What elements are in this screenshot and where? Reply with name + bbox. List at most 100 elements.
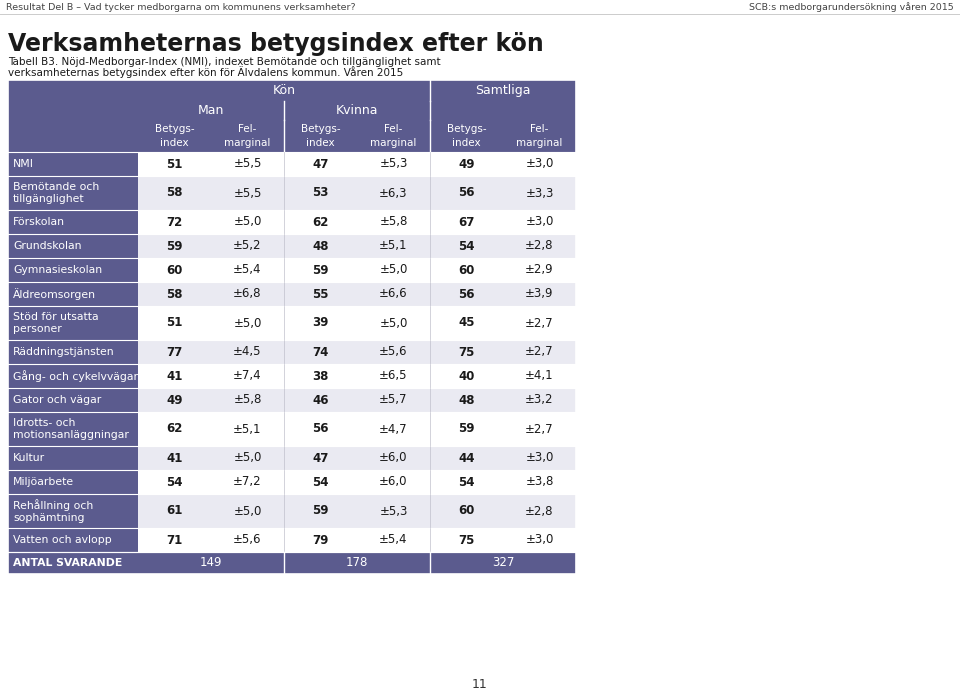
Text: Idrotts- och
motionsanläggningar: Idrotts- och motionsanläggningar [13, 418, 129, 440]
Text: 49: 49 [166, 394, 182, 407]
Text: ±3,0: ±3,0 [525, 533, 554, 547]
Text: Räddningstjänsten: Räddningstjänsten [13, 347, 114, 357]
Bar [8, 412, 138, 446]
Bar [138, 210, 576, 234]
Bar [8, 258, 138, 282]
Bar [8, 120, 576, 152]
Text: ±5,5: ±5,5 [233, 187, 262, 199]
Text: 58: 58 [166, 287, 182, 301]
Text: ±3,0: ±3,0 [525, 452, 554, 465]
Text: 56: 56 [312, 422, 328, 435]
Text: Gator och vägar: Gator och vägar [13, 395, 101, 405]
Text: 59: 59 [458, 422, 475, 435]
Text: 54: 54 [458, 240, 475, 252]
Bar [138, 494, 576, 528]
Text: 51: 51 [166, 317, 182, 329]
Text: Fel-
marginal: Fel- marginal [225, 124, 271, 147]
Text: ±5,0: ±5,0 [379, 317, 408, 329]
Bar [138, 446, 576, 470]
Text: ANTAL SVARANDE: ANTAL SVARANDE [13, 558, 122, 568]
Text: ±5,4: ±5,4 [379, 533, 408, 547]
Text: ±4,7: ±4,7 [379, 422, 408, 435]
Text: 60: 60 [166, 264, 182, 277]
Text: ±3,9: ±3,9 [525, 287, 554, 301]
Text: Man: Man [198, 104, 225, 117]
Text: 72: 72 [166, 215, 182, 229]
Text: Äldreomsorgen: Äldreomsorgen [13, 288, 96, 300]
Text: 47: 47 [312, 452, 328, 465]
Text: 327: 327 [492, 556, 515, 570]
Text: 56: 56 [458, 187, 475, 199]
Text: ±7,4: ±7,4 [233, 370, 262, 382]
Text: ±5,0: ±5,0 [233, 317, 262, 329]
Text: ±6,8: ±6,8 [233, 287, 262, 301]
Text: ±6,0: ±6,0 [379, 475, 408, 489]
Text: ±6,3: ±6,3 [379, 187, 408, 199]
Text: Tabell B3. Nöjd-Medborgar-Index (NMI), indexet Bemötande och tillgänglighet samt: Tabell B3. Nöjd-Medborgar-Index (NMI), i… [8, 57, 441, 67]
Text: 51: 51 [166, 157, 182, 171]
Bar [138, 388, 576, 412]
Bar [138, 282, 576, 306]
Bar [138, 306, 576, 340]
Text: 38: 38 [312, 370, 328, 382]
Text: verksamheternas betygsindex efter kön för Älvdalens kommun. Våren 2015: verksamheternas betygsindex efter kön fö… [8, 66, 403, 78]
Bar [8, 210, 138, 234]
Text: Gymnasieskolan: Gymnasieskolan [13, 265, 102, 275]
Bar [138, 364, 576, 388]
Text: Kön: Kön [273, 84, 296, 97]
Text: Bemötande och
tillgänglighet: Bemötande och tillgänglighet [13, 182, 99, 204]
Text: ±3,8: ±3,8 [525, 475, 554, 489]
Text: Samtliga: Samtliga [475, 84, 531, 97]
Bar [138, 528, 576, 552]
Text: Verksamheternas betygsindex efter kön: Verksamheternas betygsindex efter kön [8, 32, 543, 56]
Bar [8, 101, 576, 120]
Bar [138, 412, 576, 446]
Text: ±5,1: ±5,1 [233, 422, 262, 435]
Text: 79: 79 [312, 533, 328, 547]
Text: 55: 55 [312, 287, 328, 301]
Text: ±5,8: ±5,8 [233, 394, 262, 407]
Bar [8, 176, 138, 210]
Text: ±5,2: ±5,2 [233, 240, 262, 252]
Text: Betygs-
index: Betygs- index [155, 124, 194, 147]
Text: ±3,3: ±3,3 [525, 187, 554, 199]
Text: Gång- och cykelvvägar: Gång- och cykelvvägar [13, 370, 138, 382]
Text: 46: 46 [312, 394, 328, 407]
Text: 61: 61 [166, 505, 182, 517]
Bar [8, 446, 138, 470]
Text: Fel-
marginal: Fel- marginal [371, 124, 417, 147]
Text: ±3,0: ±3,0 [525, 157, 554, 171]
Bar [8, 282, 138, 306]
Text: ±4,1: ±4,1 [525, 370, 554, 382]
Text: ±2,8: ±2,8 [525, 505, 554, 517]
Bar [8, 470, 138, 494]
Text: 62: 62 [166, 422, 182, 435]
Bar [8, 552, 576, 574]
Text: 77: 77 [166, 345, 182, 359]
Text: 60: 60 [458, 264, 474, 277]
Text: 39: 39 [312, 317, 328, 329]
Text: Grundskolan: Grundskolan [13, 241, 82, 251]
Text: 48: 48 [458, 394, 475, 407]
Text: Betygs-
index: Betygs- index [300, 124, 340, 147]
Text: ±5,6: ±5,6 [233, 533, 262, 547]
Bar [138, 234, 576, 258]
Text: ±2,7: ±2,7 [525, 317, 554, 329]
Text: ±6,6: ±6,6 [379, 287, 408, 301]
Text: ±3,2: ±3,2 [525, 394, 554, 407]
Text: 54: 54 [166, 475, 182, 489]
Bar [138, 470, 576, 494]
Bar [8, 152, 138, 176]
Text: 62: 62 [312, 215, 328, 229]
Text: ±5,3: ±5,3 [379, 157, 408, 171]
Text: ±6,5: ±6,5 [379, 370, 408, 382]
Bar [8, 494, 138, 528]
Bar [8, 80, 576, 101]
Text: Rehållning och
sophämtning: Rehållning och sophämtning [13, 499, 93, 523]
Text: 149: 149 [200, 556, 223, 570]
Text: 67: 67 [458, 215, 474, 229]
Text: ±5,6: ±5,6 [379, 345, 408, 359]
Text: ±5,3: ±5,3 [379, 505, 408, 517]
Text: Betygs-
index: Betygs- index [446, 124, 487, 147]
Bar [138, 258, 576, 282]
